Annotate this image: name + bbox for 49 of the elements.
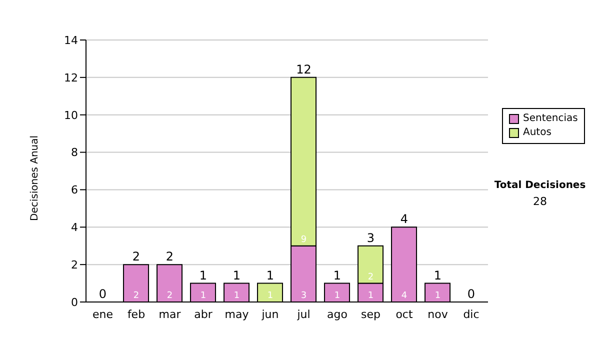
y-tick-label: 14 <box>64 34 78 47</box>
data-label: 2 <box>166 291 173 301</box>
y-tick-label: 4 <box>71 221 78 234</box>
data-label: 1 <box>434 291 441 301</box>
text: 28 <box>532 195 548 208</box>
x-tick-label: sep <box>361 308 381 321</box>
y-tick-label: 6 <box>71 184 78 197</box>
x-tick-label: jun <box>260 308 279 321</box>
y-tick-label: 2 <box>71 258 78 272</box>
x-tick-label: ene <box>92 308 114 321</box>
data-label: 3 <box>300 291 307 301</box>
x-tick-label: abr <box>194 308 213 321</box>
total-label: 1 <box>232 268 241 282</box>
data-label: 1 <box>334 291 340 301</box>
total-label: 0 <box>467 287 476 301</box>
y-tick-label: 10 <box>64 108 78 122</box>
data-label: 9 <box>300 234 307 245</box>
total-label: 12 <box>296 62 312 76</box>
data-label: 2 <box>368 272 374 282</box>
total-label: 3 <box>366 230 375 245</box>
legend-label: Sentencias <box>523 112 578 126</box>
data-label: 1 <box>267 291 274 301</box>
x-tick-label: may <box>224 308 250 321</box>
total-label: 1 <box>434 268 442 282</box>
data-label: 1 <box>234 291 240 301</box>
y-tick-label: 8 <box>71 146 78 160</box>
x-tick-label: mar <box>158 308 182 321</box>
y-tick-label: 12 <box>64 71 78 84</box>
y-axis-title: Decisiones Anual <box>30 135 41 221</box>
x-tick-label: oct <box>396 308 414 321</box>
data-label: 4 <box>401 291 408 301</box>
total-label: 0 <box>98 287 107 301</box>
data-label: 1 <box>200 291 206 301</box>
x-tick-label: feb <box>127 308 146 321</box>
data-label: 1 <box>368 291 374 301</box>
total-label: 1 <box>199 268 208 282</box>
x-tick-label: dic <box>463 308 480 321</box>
total-label: 2 <box>132 250 140 264</box>
x-tick-label: ago <box>327 308 348 321</box>
y-tick-label: 0 <box>71 296 78 309</box>
text: Total Decisiones <box>493 180 587 191</box>
total-label: 1 <box>266 268 274 282</box>
legend-label: Autos <box>523 126 552 140</box>
total-label: 4 <box>400 212 408 226</box>
total-label: 1 <box>333 268 342 282</box>
data-label: 2 <box>133 291 140 301</box>
x-tick-label: nov <box>428 308 448 321</box>
x-tick-label: jul <box>296 308 310 321</box>
total-label: 2 <box>166 250 174 264</box>
